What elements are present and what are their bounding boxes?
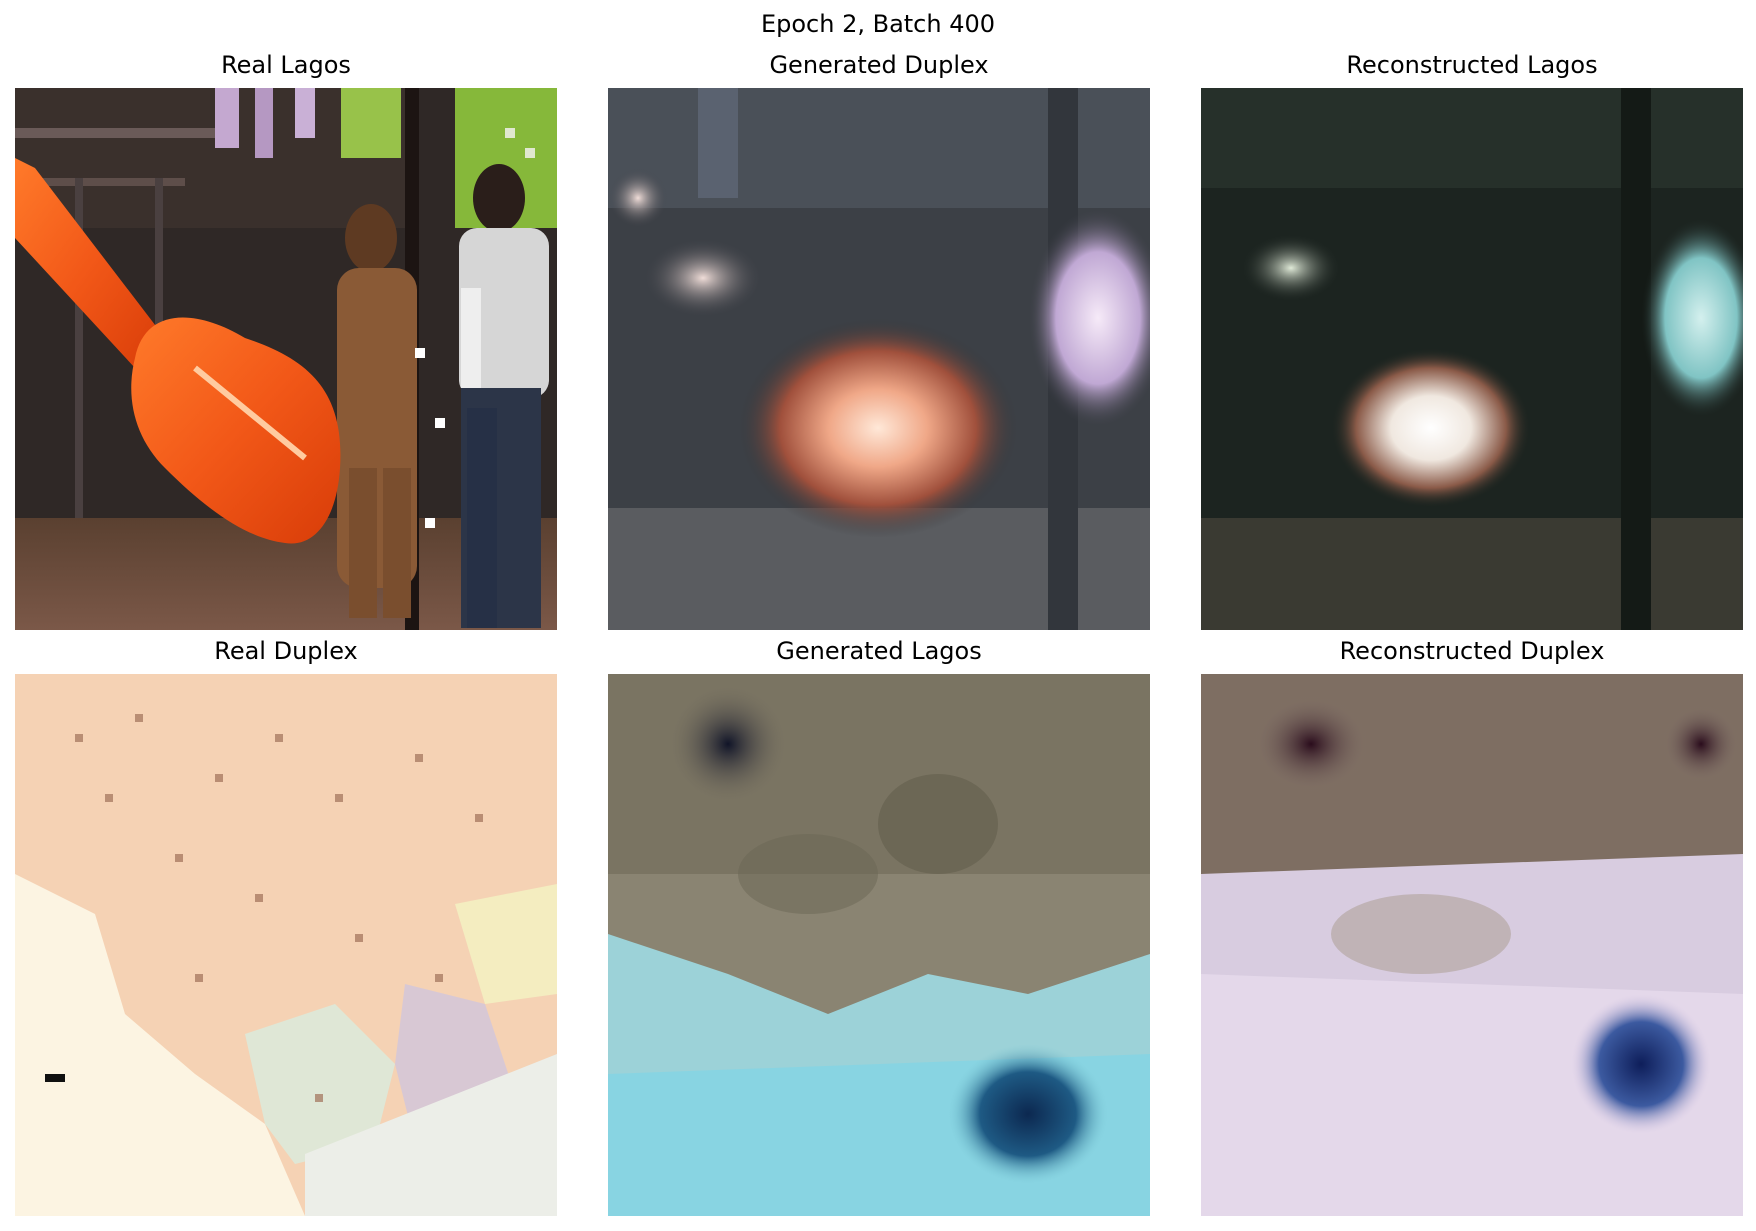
image-generated-duplex [608,88,1150,630]
panel-title-generated-duplex: Generated Duplex [769,51,989,79]
image-real-duplex [15,674,557,1216]
panel-title-real-duplex: Real Duplex [214,637,358,665]
image-reconstructed-lagos [1201,88,1743,630]
figure-suptitle: Epoch 2, Batch 400 [760,10,996,38]
panel-title-reconstructed-duplex: Reconstructed Duplex [1339,637,1605,665]
image-reconstructed-duplex [1201,674,1743,1216]
panel-title-real-lagos: Real Lagos [221,51,351,79]
panel-title-reconstructed-lagos: Reconstructed Lagos [1346,51,1598,79]
panel-title-generated-lagos: Generated Lagos [776,637,982,665]
image-real-lagos [15,88,557,630]
image-generated-lagos [608,674,1150,1216]
